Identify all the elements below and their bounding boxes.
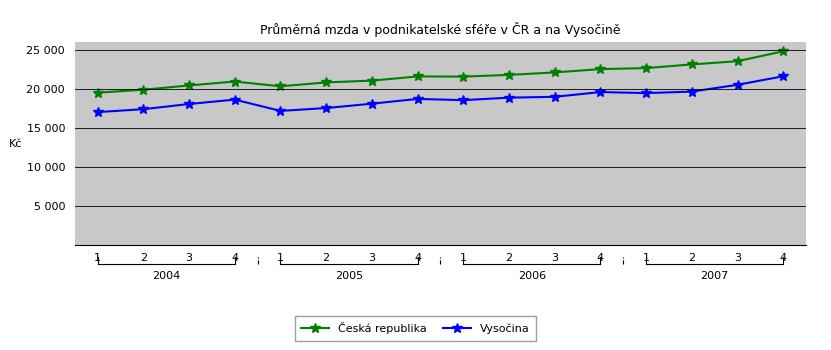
Text: 2004: 2004 [152, 272, 180, 281]
Text: 2007: 2007 [701, 272, 729, 281]
Vysočina [733, 83, 743, 87]
Line: Česká republika: Česká republika [93, 47, 788, 98]
Text: 2006: 2006 [518, 272, 546, 281]
Vysočina [138, 107, 148, 111]
Legend: Česká republika, Vysočina: Česká republika, Vysočina [294, 316, 537, 341]
Česká republika [733, 59, 743, 63]
Vysočina [92, 110, 102, 114]
Title: Průměrná mzda v podnikatelské sféře v ČR a na Vysočině: Průměrná mzda v podnikatelské sféře v ČR… [260, 22, 621, 37]
Vysočina [595, 90, 605, 94]
Česká republika [229, 79, 240, 84]
Česká republika [275, 84, 286, 89]
Text: 2005: 2005 [335, 272, 363, 281]
Česká republika [321, 80, 331, 84]
Česká republika [504, 73, 514, 77]
Česká republika [184, 83, 194, 88]
Vysočina [778, 74, 788, 78]
Česká republika [778, 49, 788, 54]
Y-axis label: Kč: Kč [8, 139, 22, 148]
Česká republika [92, 91, 102, 95]
Vysočina [184, 102, 194, 106]
Česká republika [412, 74, 422, 78]
Česká republika [595, 67, 605, 71]
Line: Vysočina: Vysočina [93, 71, 788, 117]
Česká republika [642, 66, 652, 70]
Vysočina [504, 96, 514, 100]
Vysočina [412, 97, 422, 101]
Česká republika [367, 78, 377, 83]
Vysočina [275, 109, 286, 113]
Česká republika [138, 88, 148, 92]
Česká republika [459, 75, 469, 79]
Vysočina [549, 95, 559, 99]
Vysočina [642, 91, 652, 95]
Česká republika [549, 70, 559, 75]
Vysočina [686, 90, 696, 94]
Vysočina [229, 98, 240, 102]
Vysočina [321, 106, 331, 110]
Česká republika [686, 62, 696, 66]
Vysočina [459, 98, 469, 102]
Vysočina [367, 102, 377, 106]
